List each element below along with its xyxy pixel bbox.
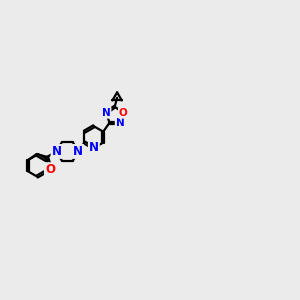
Text: N: N	[102, 108, 111, 118]
Text: N: N	[89, 142, 99, 154]
Text: N: N	[52, 145, 61, 158]
Text: N: N	[73, 145, 83, 158]
Text: O: O	[119, 108, 128, 118]
Text: N: N	[116, 118, 124, 128]
Text: O: O	[45, 163, 55, 176]
